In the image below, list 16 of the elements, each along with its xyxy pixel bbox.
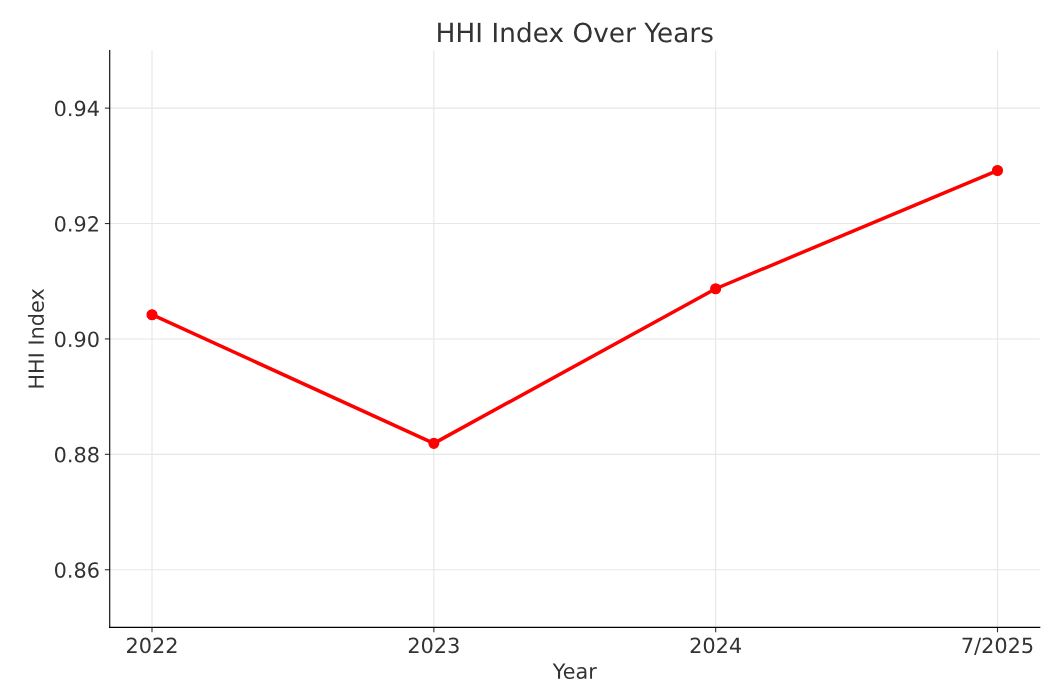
point (146, 309, 158, 321)
point (991, 164, 1004, 177)
x-tick-label: 2023 (408, 637, 459, 654)
chart-title: HHI Index Over Years (438, 22, 713, 43)
y-tick-label: 0.88 (54, 446, 99, 463)
y-tick-label: 0.94 (54, 100, 99, 117)
point (710, 283, 722, 295)
point (428, 437, 440, 449)
x-tick-label: 2022 (127, 637, 177, 654)
y-tick-label: 0.90 (54, 331, 99, 348)
x-tick-label: 2024 (690, 637, 742, 654)
y-tick-label: 0.86 (54, 562, 99, 578)
x-axis-title: Year (552, 663, 597, 679)
x-tick-label: 7/2025 (962, 637, 1033, 655)
y-tick-label: 0.92 (54, 215, 98, 232)
y-axis-title: HHI Index (27, 288, 45, 388)
